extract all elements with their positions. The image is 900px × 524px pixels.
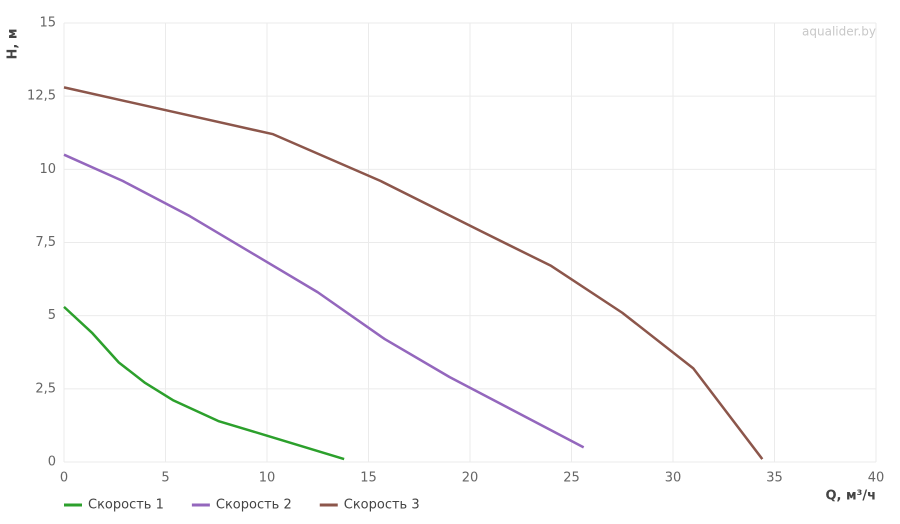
y-tick-label: 10 — [39, 162, 56, 177]
y-tick-label: 5 — [48, 308, 56, 323]
y-tick-label: 0 — [48, 455, 56, 470]
x-tick-label: 15 — [360, 471, 377, 486]
y-tick-label: 2,5 — [35, 381, 56, 396]
legend-label: Скорость 1 — [88, 498, 164, 513]
y-tick-label: 12,5 — [27, 89, 56, 104]
y-tick-label: 15 — [39, 16, 56, 31]
x-tick-label: 0 — [60, 471, 68, 486]
series-line — [63, 153, 585, 449]
x-tick-label: 40 — [868, 471, 885, 486]
x-tick-label: 30 — [665, 471, 682, 486]
x-tick-label: 25 — [563, 471, 580, 486]
y-axis-label: H, м — [6, 29, 21, 60]
y-tick-label: 7,5 — [35, 235, 56, 250]
legend-label: Скорость 3 — [344, 498, 420, 513]
watermark: aqualider.by — [802, 25, 876, 39]
x-tick-label: 5 — [161, 471, 169, 486]
x-tick-label: 10 — [259, 471, 276, 486]
x-tick-label: 35 — [766, 471, 783, 486]
legend-label: Скорость 2 — [216, 498, 292, 513]
x-tick-label: 20 — [462, 471, 479, 486]
x-axis-label: Q, м³/ч — [825, 489, 876, 504]
series-line — [63, 86, 764, 460]
series-line — [63, 305, 345, 461]
